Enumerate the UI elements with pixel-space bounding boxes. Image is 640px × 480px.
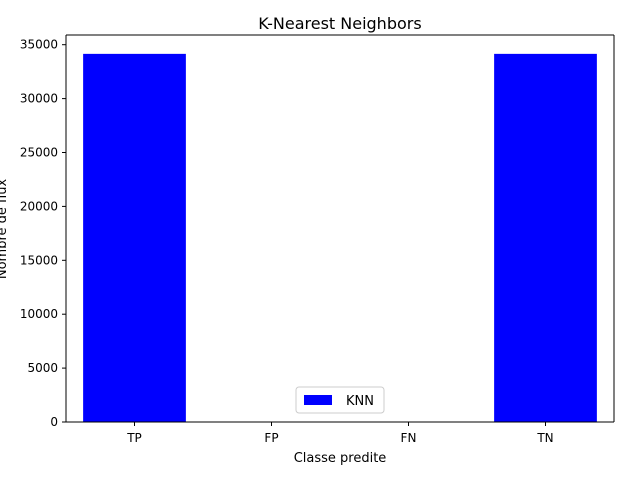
y-tick-label: 10000	[20, 307, 58, 321]
axes-group	[65, 34, 615, 423]
x-tick-label: TN	[536, 431, 553, 445]
y-ticks-group: 0 5000 10000 15000 20000 25000 30000 35000	[20, 38, 66, 429]
x-ticks-group: TP FP FN TN	[126, 422, 554, 445]
y-axis-label: Nombre de flux	[0, 179, 10, 280]
legend: KNN	[295, 386, 385, 414]
y-tick-label: 35000	[20, 38, 58, 52]
x-tick-label: TP	[126, 431, 142, 445]
y-tick-label: 15000	[20, 253, 58, 267]
y-tick-label: 20000	[20, 199, 58, 213]
y-tick-label: 0	[50, 415, 58, 429]
chart-title: K-Nearest Neighbors	[258, 14, 421, 33]
legend-label: KNN	[346, 394, 374, 409]
x-tick-label: FN	[401, 431, 417, 445]
legend-swatch	[304, 395, 332, 405]
x-axis-label: Classe predite	[294, 451, 387, 466]
y-tick-label: 5000	[27, 361, 58, 375]
bars-group	[83, 53, 597, 423]
legend-frame	[295, 386, 385, 414]
bar-tn	[494, 53, 597, 423]
y-tick-label: 30000	[20, 92, 58, 106]
x-tick-label: FP	[264, 431, 278, 445]
y-tick-label: 25000	[20, 146, 58, 160]
bar-tp	[83, 53, 186, 423]
